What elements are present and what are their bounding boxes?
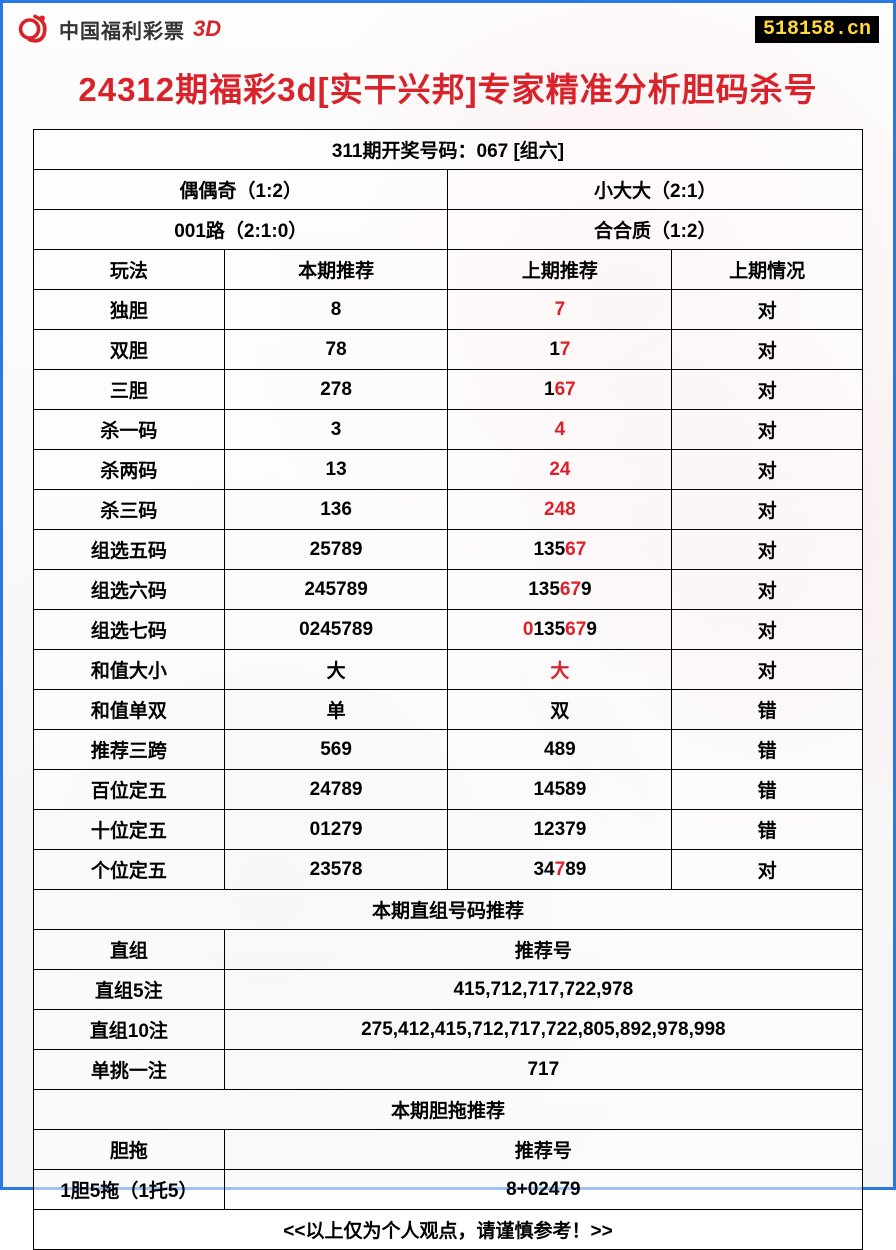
page-title: 24312期福彩3d[实干兴邦]专家精准分析胆码杀号 [3, 51, 893, 129]
prev-rec: 489 [448, 730, 672, 770]
prev-rec: 13567 [448, 530, 672, 570]
current-rec: 569 [224, 730, 448, 770]
col-header: 推荐号 [224, 1130, 862, 1170]
prev-rec: 0135679 [448, 610, 672, 650]
result-cell: 错 [672, 810, 863, 850]
result-cell: 对 [672, 530, 863, 570]
col-header: 直组 [34, 930, 225, 970]
result-cell: 对 [672, 570, 863, 610]
col-header: 玩法 [34, 250, 225, 290]
zhizu-name: 直组5注 [34, 970, 225, 1010]
logo-3d: 3D [193, 16, 221, 42]
result-cell: 错 [672, 690, 863, 730]
zhizu-val: 717 [224, 1050, 862, 1090]
play-name: 和值单双 [34, 690, 225, 730]
current-rec: 245789 [224, 570, 448, 610]
current-rec: 01279 [224, 810, 448, 850]
play-name: 个位定五 [34, 850, 225, 890]
result-cell: 对 [672, 290, 863, 330]
result-cell: 错 [672, 770, 863, 810]
zhizu-val: 415,712,717,722,978 [224, 970, 862, 1010]
result-cell: 对 [672, 410, 863, 450]
play-name: 独胆 [34, 290, 225, 330]
play-name: 十位定五 [34, 810, 225, 850]
current-rec: 25789 [224, 530, 448, 570]
lottery-logo-icon [17, 11, 53, 47]
result-cell: 错 [672, 730, 863, 770]
section-header: 本期直组号码推荐 [34, 890, 863, 930]
prev-rec: 大 [448, 650, 672, 690]
col-header: 推荐号 [224, 930, 862, 970]
current-rec: 23578 [224, 850, 448, 890]
current-rec: 3 [224, 410, 448, 450]
play-name: 组选七码 [34, 610, 225, 650]
logo: 中国福利彩票 3D [17, 11, 221, 47]
play-name: 杀一码 [34, 410, 225, 450]
prev-rec: 7 [448, 290, 672, 330]
attr-cell: 合合质（1:2） [448, 210, 863, 250]
play-name: 推荐三跨 [34, 730, 225, 770]
header: 中国福利彩票 3D 518158.cn [3, 3, 893, 51]
prev-rec: 167 [448, 370, 672, 410]
current-rec: 13 [224, 450, 448, 490]
result-cell: 对 [672, 650, 863, 690]
result-cell: 对 [672, 850, 863, 890]
logo-text: 中国福利彩票 [59, 15, 185, 44]
current-rec: 8 [224, 290, 448, 330]
zhizu-val: 275,412,415,712,717,722,805,892,978,998 [224, 1010, 862, 1050]
prev-rec: 248 [448, 490, 672, 530]
result-cell: 对 [672, 610, 863, 650]
col-header: 本期推荐 [224, 250, 448, 290]
prev-rec: 12379 [448, 810, 672, 850]
current-rec: 大 [224, 650, 448, 690]
analysis-table: 311期开奖号码：067 [组六]偶偶奇（1:2）小大大（2:1）001路（2:… [33, 129, 863, 1250]
current-rec: 单 [224, 690, 448, 730]
result-cell: 对 [672, 490, 863, 530]
current-rec: 24789 [224, 770, 448, 810]
play-name: 杀两码 [34, 450, 225, 490]
prev-rec: 24 [448, 450, 672, 490]
current-rec: 78 [224, 330, 448, 370]
play-name: 百位定五 [34, 770, 225, 810]
play-name: 杀三码 [34, 490, 225, 530]
current-rec: 0245789 [224, 610, 448, 650]
zhizu-name: 单挑一注 [34, 1050, 225, 1090]
play-name: 和值大小 [34, 650, 225, 690]
play-name: 组选六码 [34, 570, 225, 610]
draw-header: 311期开奖号码：067 [组六] [34, 130, 863, 170]
attr-cell: 偶偶奇（1:2） [34, 170, 448, 210]
col-header: 胆拖 [34, 1130, 225, 1170]
current-rec: 136 [224, 490, 448, 530]
zhizu-name: 直组10注 [34, 1010, 225, 1050]
prev-rec: 双 [448, 690, 672, 730]
result-cell: 对 [672, 450, 863, 490]
result-cell: 对 [672, 330, 863, 370]
play-name: 组选五码 [34, 530, 225, 570]
prev-rec: 14589 [448, 770, 672, 810]
col-header: 上期情况 [672, 250, 863, 290]
current-rec: 278 [224, 370, 448, 410]
site-tag: 518158.cn [755, 16, 879, 43]
col-header: 上期推荐 [448, 250, 672, 290]
prev-rec: 17 [448, 330, 672, 370]
play-name: 三胆 [34, 370, 225, 410]
result-cell: 对 [672, 370, 863, 410]
section-header: 本期胆拖推荐 [34, 1090, 863, 1130]
prev-rec: 4 [448, 410, 672, 450]
footer-note: <<以上仅为个人观点，请谨慎参考！>> [34, 1210, 863, 1250]
prev-rec: 135679 [448, 570, 672, 610]
play-name: 双胆 [34, 330, 225, 370]
attr-cell: 小大大（2:1） [448, 170, 863, 210]
prev-rec: 34789 [448, 850, 672, 890]
attr-cell: 001路（2:1:0） [34, 210, 448, 250]
